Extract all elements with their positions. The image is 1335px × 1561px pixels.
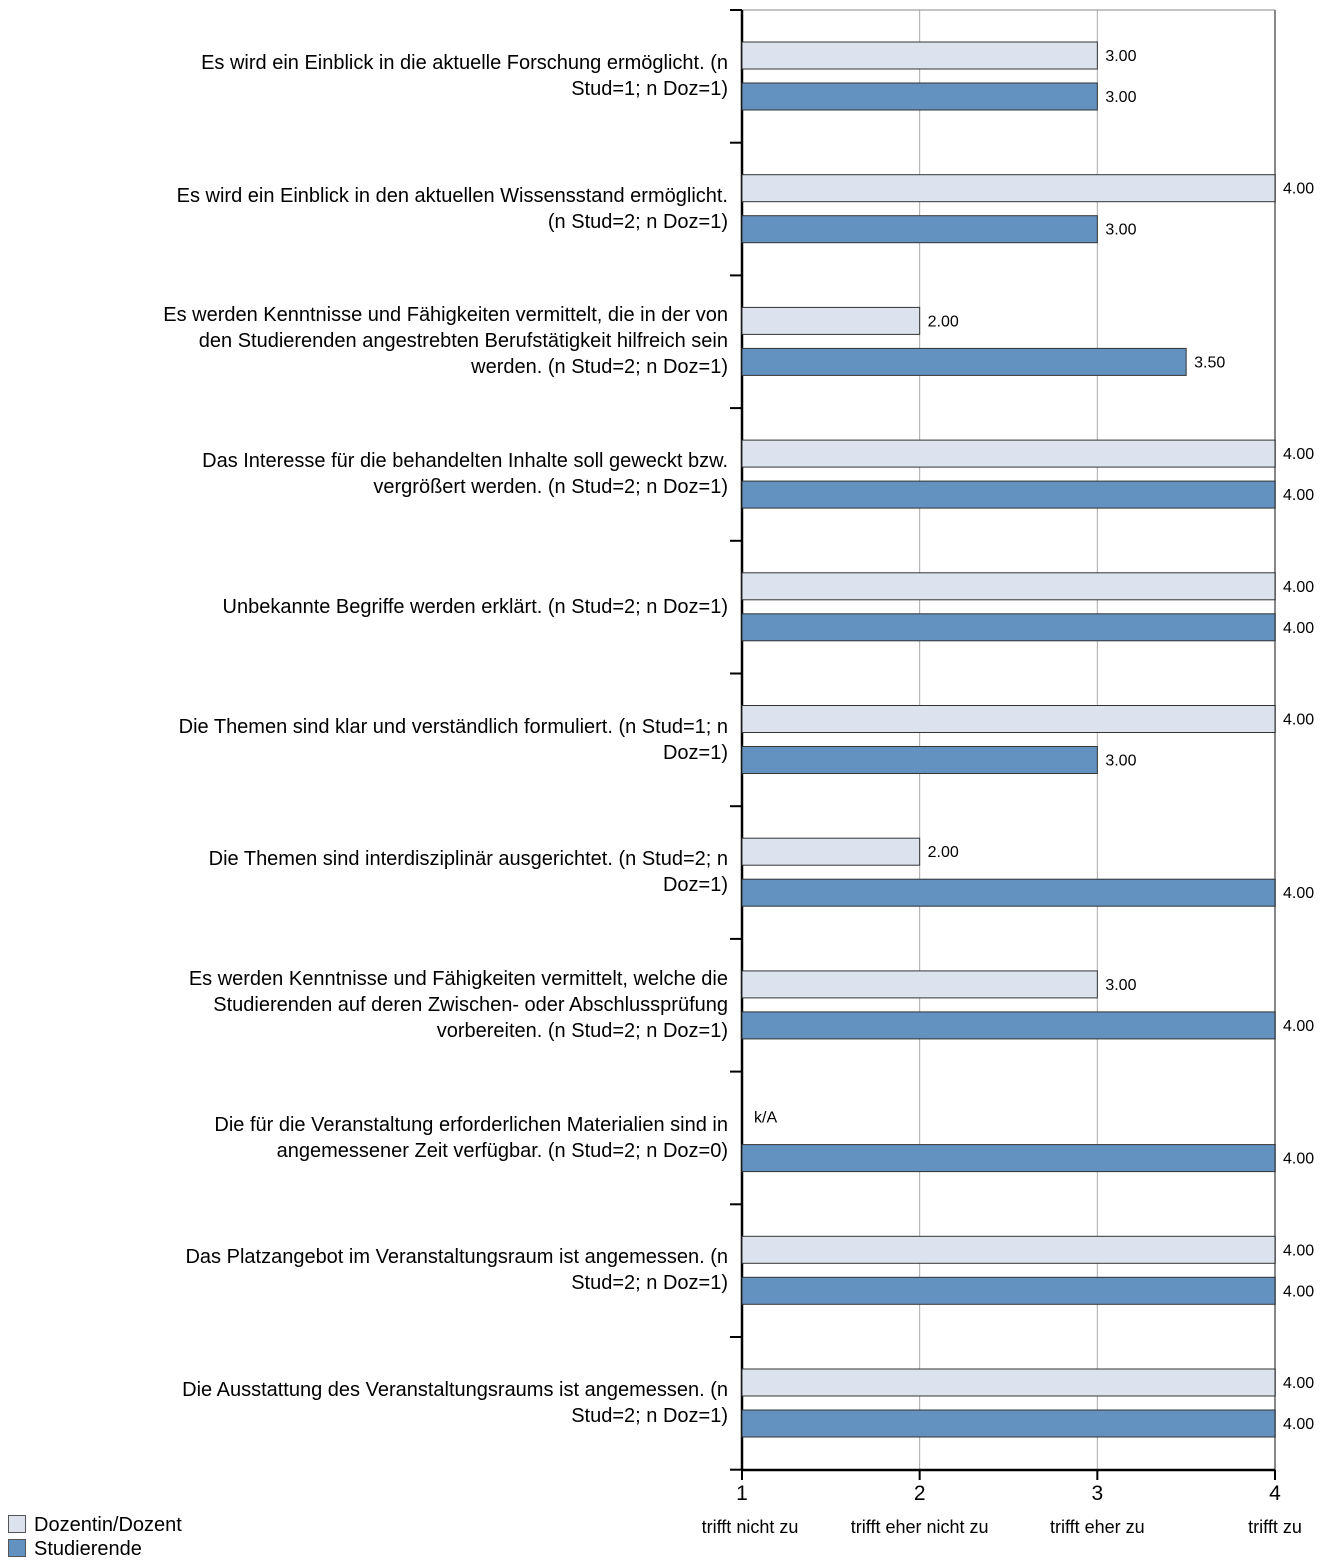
value-label-dozent: 2.00 <box>928 844 959 861</box>
x-tick-number: 2 <box>914 1482 926 1505</box>
value-label-dozent: 4.00 <box>1283 1375 1314 1392</box>
bar-dozent <box>741 837 921 866</box>
value-label-stud: 4.00 <box>1283 1151 1314 1168</box>
category-label-line: Es wird ein Einblick in den aktuellen Wi… <box>176 184 728 207</box>
category-label: Die Ausstattung des Veranstaltungsraums … <box>20 1377 728 1429</box>
value-label-stud: 3.00 <box>1105 222 1136 239</box>
bar-stud <box>741 1011 1276 1040</box>
value-label-dozent: 2.00 <box>928 313 959 330</box>
bar-stud <box>741 82 1098 111</box>
category-label: Das Platzangebot im Veranstaltungsraum i… <box>20 1244 728 1296</box>
category-label: Das Interesse für die behandelten Inhalt… <box>20 448 728 500</box>
bar-dozent <box>741 41 1098 70</box>
bar-dozent <box>741 174 1276 203</box>
value-label-stud: 4.00 <box>1283 1018 1314 1035</box>
value-label-dozent: 4.00 <box>1283 446 1314 463</box>
category-label-line: Es werden Kenntnisse und Fähigkeiten ver… <box>163 304 728 327</box>
category-label-line: Es werden Kenntnisse und Fähigkeiten ver… <box>188 967 728 990</box>
category-label-line: Die Ausstattung des Veranstaltungsraums … <box>182 1379 728 1401</box>
x-tick-number: 4 <box>1269 1482 1281 1505</box>
bar-dozent <box>741 705 1276 733</box>
value-label-dozent: 3.00 <box>1105 48 1136 65</box>
category-label-line: Unbekannte Begriffe werden erklärt. (n S… <box>222 595 728 618</box>
category-label-line: werden. (n Stud=2; n Doz=1) <box>471 356 728 379</box>
category-label-line: angemessener Zeit verfügbar. (n Stud=2; … <box>276 1139 728 1162</box>
bar-stud <box>741 215 1098 244</box>
x-tick-number: 1 <box>736 1482 748 1505</box>
category-label-line: Stud=2; n Doz=1) <box>571 1405 728 1427</box>
bar-stud <box>741 1144 1276 1173</box>
category-label: Die Themen sind interdisziplinär ausgeri… <box>20 846 728 898</box>
value-label-stud: 3.00 <box>1105 89 1136 106</box>
bar-dozent <box>741 1235 1276 1264</box>
legend-item-stud: Studierende <box>8 1537 142 1561</box>
bar-dozent <box>741 970 1098 999</box>
category-label-line: Die Themen sind klar und verständlich fo… <box>178 715 728 738</box>
value-label-stud: 3.00 <box>1105 753 1136 770</box>
category-label: Es werden Kenntnisse und Fähigkeiten ver… <box>20 966 728 1044</box>
bar-dozent <box>741 439 1276 468</box>
value-label-stud: 4.00 <box>1283 487 1314 504</box>
value-label-dozent: 4.00 <box>1283 1242 1314 1259</box>
category-label: Es werden Kenntnisse und Fähigkeiten ver… <box>20 302 728 380</box>
category-label-line: Studierenden auf deren Zwischen- oder Ab… <box>213 993 728 1016</box>
category-label-line: Die Themen sind interdisziplinär ausgeri… <box>208 848 728 871</box>
legend-swatch-stud <box>8 1539 26 1557</box>
value-label-dozent: 3.00 <box>1105 977 1136 994</box>
category-label: Es wird ein Einblick in die aktuelle For… <box>20 50 728 102</box>
category-label-line: den Studierenden angestrebten Berufstäti… <box>198 330 728 353</box>
category-label-line: Doz=1) <box>662 874 728 897</box>
category-label: Die für die Veranstaltung erforderlichen… <box>20 1112 728 1164</box>
value-label-stud: 4.00 <box>1283 1283 1314 1300</box>
category-label-line: Das Interesse für die behandelten Inhalt… <box>202 450 728 473</box>
legend-item-dozent: Dozentin/Dozent <box>8 1513 182 1537</box>
category-label-line: Stud=1; n Doz=1) <box>571 78 728 100</box>
value-label-dozent: 4.00 <box>1283 579 1314 596</box>
category-label-line: Es wird ein Einblick in die aktuelle For… <box>201 52 728 74</box>
bar-stud <box>741 613 1276 642</box>
value-label-stud: 4.00 <box>1283 885 1314 902</box>
legend-label-dozent: Dozentin/Dozent <box>34 1514 182 1536</box>
bar-dozent <box>741 572 1276 601</box>
category-label-line: (n Stud=2; n Doz=1) <box>547 210 728 233</box>
category-label-line: vergrößert werden. (n Stud=2; n Doz=1) <box>373 476 728 499</box>
value-label-dozent: k/A <box>754 1110 777 1127</box>
x-tick-label: trifft nicht zu <box>702 1517 799 1537</box>
category-label: Es wird ein Einblick in den aktuellen Wi… <box>20 183 728 235</box>
x-tick-label: trifft zu <box>1248 1517 1302 1537</box>
category-label: Die Themen sind klar und verständlich fo… <box>20 714 728 766</box>
category-label-line: Die für die Veranstaltung erforderlichen… <box>214 1113 728 1136</box>
bar-stud <box>741 347 1187 376</box>
category-label: Unbekannte Begriffe werden erklärt. (n S… <box>20 594 728 620</box>
legend-label-stud: Studierende <box>34 1538 142 1560</box>
bar-stud <box>741 1409 1276 1438</box>
value-label-dozent: 4.00 <box>1283 712 1314 729</box>
category-label-line: vorbereiten. (n Stud=2; n Doz=1) <box>436 1019 728 1042</box>
bar-dozent <box>741 306 921 335</box>
value-label-stud: 4.00 <box>1283 620 1314 637</box>
value-label-stud: 4.00 <box>1283 1416 1314 1433</box>
bar-dozent <box>741 1368 1276 1397</box>
bar-stud <box>741 480 1276 509</box>
category-label-line: Stud=2; n Doz=1) <box>571 1272 728 1295</box>
value-label-dozent: 4.00 <box>1283 181 1314 198</box>
bar-stud <box>741 746 1098 774</box>
x-tick-number: 3 <box>1091 1482 1103 1505</box>
legend-swatch-dozent <box>8 1515 26 1533</box>
category-label-line: Doz=1) <box>662 741 728 764</box>
category-label-line: Das Platzangebot im Veranstaltungsraum i… <box>185 1246 728 1269</box>
x-tick-label: trifft eher nicht zu <box>851 1517 989 1537</box>
value-label-stud: 3.50 <box>1194 354 1225 371</box>
bar-stud <box>741 1276 1276 1305</box>
bar-stud <box>741 878 1276 907</box>
x-tick-label: trifft eher zu <box>1050 1517 1145 1537</box>
